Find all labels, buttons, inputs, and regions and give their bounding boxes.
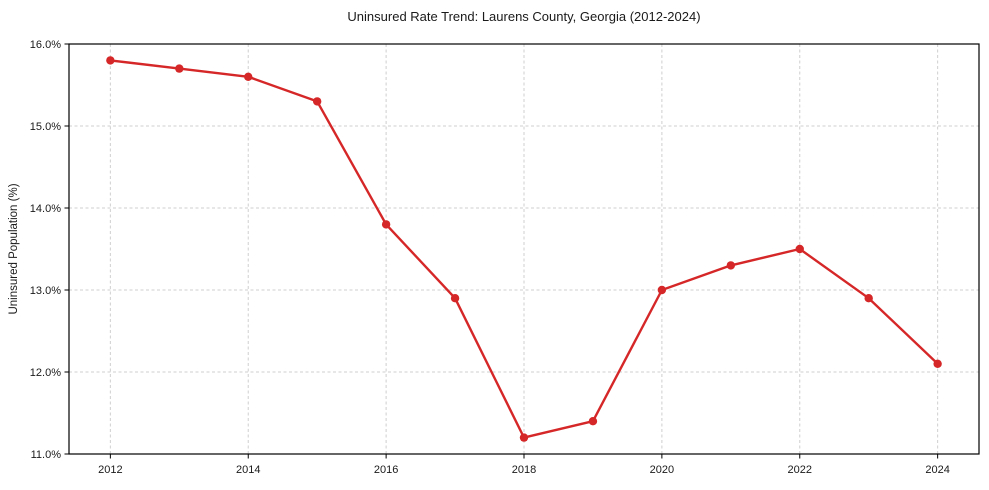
chart-title: Uninsured Rate Trend: Laurens County, Ge… bbox=[347, 9, 701, 24]
data-point bbox=[795, 244, 804, 254]
data-point bbox=[381, 220, 391, 229]
data-point bbox=[106, 56, 115, 65]
x-tick-label: 2020 bbox=[650, 464, 674, 476]
y-tick-label: 12.0% bbox=[30, 367, 61, 379]
data-point bbox=[244, 72, 253, 82]
data-point bbox=[519, 433, 529, 442]
data-point bbox=[588, 417, 598, 426]
x-tick-label: 2016 bbox=[374, 464, 398, 476]
y-tick-label: 16.0% bbox=[30, 39, 61, 51]
y-tick-label: 14.0% bbox=[30, 203, 61, 215]
x-tick-label: 2018 bbox=[512, 464, 536, 476]
x-tick-label: 2022 bbox=[788, 464, 812, 476]
x-tick-label: 2012 bbox=[98, 464, 122, 476]
data-point bbox=[450, 294, 460, 303]
data-point bbox=[312, 97, 322, 106]
data-point bbox=[933, 359, 942, 368]
y-tick-label: 11.0% bbox=[31, 449, 62, 461]
x-tick-label: 2024 bbox=[925, 464, 949, 476]
data-point bbox=[726, 261, 736, 270]
data-point bbox=[864, 294, 873, 303]
x-tick-label: 2014 bbox=[236, 464, 260, 476]
data-point bbox=[175, 64, 184, 73]
y-tick-label: 15.0% bbox=[30, 121, 61, 133]
data-point bbox=[657, 285, 667, 295]
y-tick-label: 13.0% bbox=[30, 285, 61, 297]
